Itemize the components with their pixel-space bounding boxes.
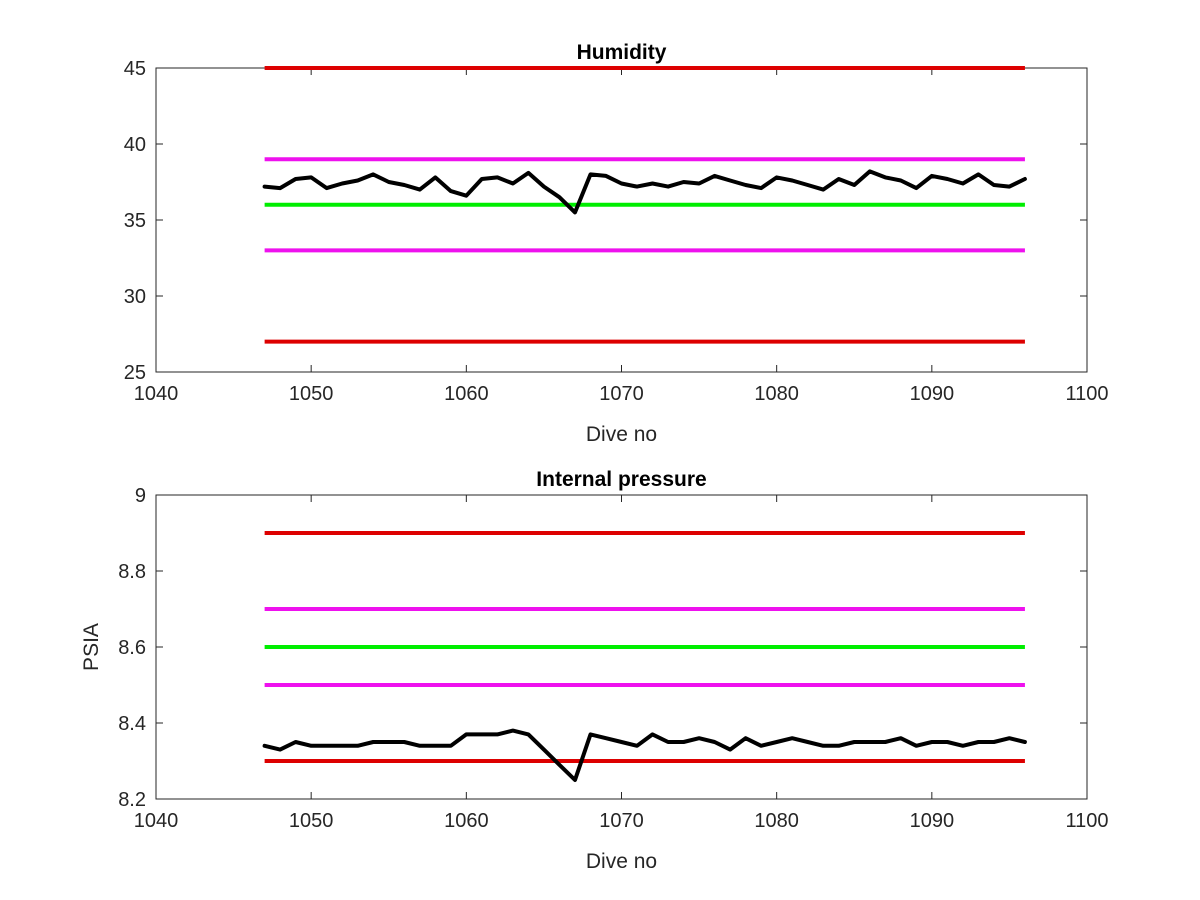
y-tick-label: 8.2 bbox=[118, 789, 146, 811]
chart-title: Internal pressure bbox=[536, 468, 706, 491]
x-tick-label: 1070 bbox=[599, 810, 644, 832]
y-axis-label: PSIA bbox=[80, 623, 103, 671]
y-tick-label: 8.6 bbox=[118, 637, 146, 659]
x-tick-label: 1040 bbox=[134, 810, 179, 832]
y-tick-label: 9 bbox=[135, 485, 146, 507]
x-tick-label: 1070 bbox=[599, 383, 644, 405]
x-tick-label: 1090 bbox=[910, 810, 955, 832]
x-tick-label: 1080 bbox=[754, 383, 799, 405]
data-series-line bbox=[262, 169, 1027, 215]
y-tick-label: 8.8 bbox=[118, 561, 146, 583]
data-series-line bbox=[262, 728, 1027, 782]
y-tick-label: 30 bbox=[124, 286, 146, 308]
x-tick-label: 1090 bbox=[910, 383, 955, 405]
y-tick-label: 40 bbox=[124, 134, 146, 156]
x-tick-label: 1080 bbox=[754, 810, 799, 832]
y-tick-label: 45 bbox=[124, 58, 146, 80]
internal-pressure-panel: 1040 1050 1060 1070 1080 1090 1100 8.2 8.4 8.6 8.8… bbox=[80, 468, 1109, 873]
y-tick-label: 8.4 bbox=[118, 713, 146, 735]
x-tick-label: 1060 bbox=[444, 383, 489, 405]
x-tick-label: 1050 bbox=[289, 383, 334, 405]
y-tick-label: 35 bbox=[124, 210, 146, 232]
x-axis-label: Dive no bbox=[586, 423, 657, 446]
x-tick-label: 1060 bbox=[444, 810, 489, 832]
x-tick-label: 1100 bbox=[1065, 383, 1108, 405]
x-tick-label: 1100 bbox=[1065, 810, 1108, 832]
axes-box bbox=[155, 67, 1088, 373]
x-axis-label: Dive no bbox=[586, 850, 657, 873]
x-tick-label: 1040 bbox=[134, 383, 179, 405]
y-tick-label: 25 bbox=[124, 362, 146, 384]
humidity-panel: 1040 1050 1060 1070 1080 1090 1100 25 30 35 40 45 Hu… bbox=[124, 41, 1109, 446]
x-tick-label: 1050 bbox=[289, 810, 334, 832]
chart-title: Humidity bbox=[577, 41, 667, 64]
